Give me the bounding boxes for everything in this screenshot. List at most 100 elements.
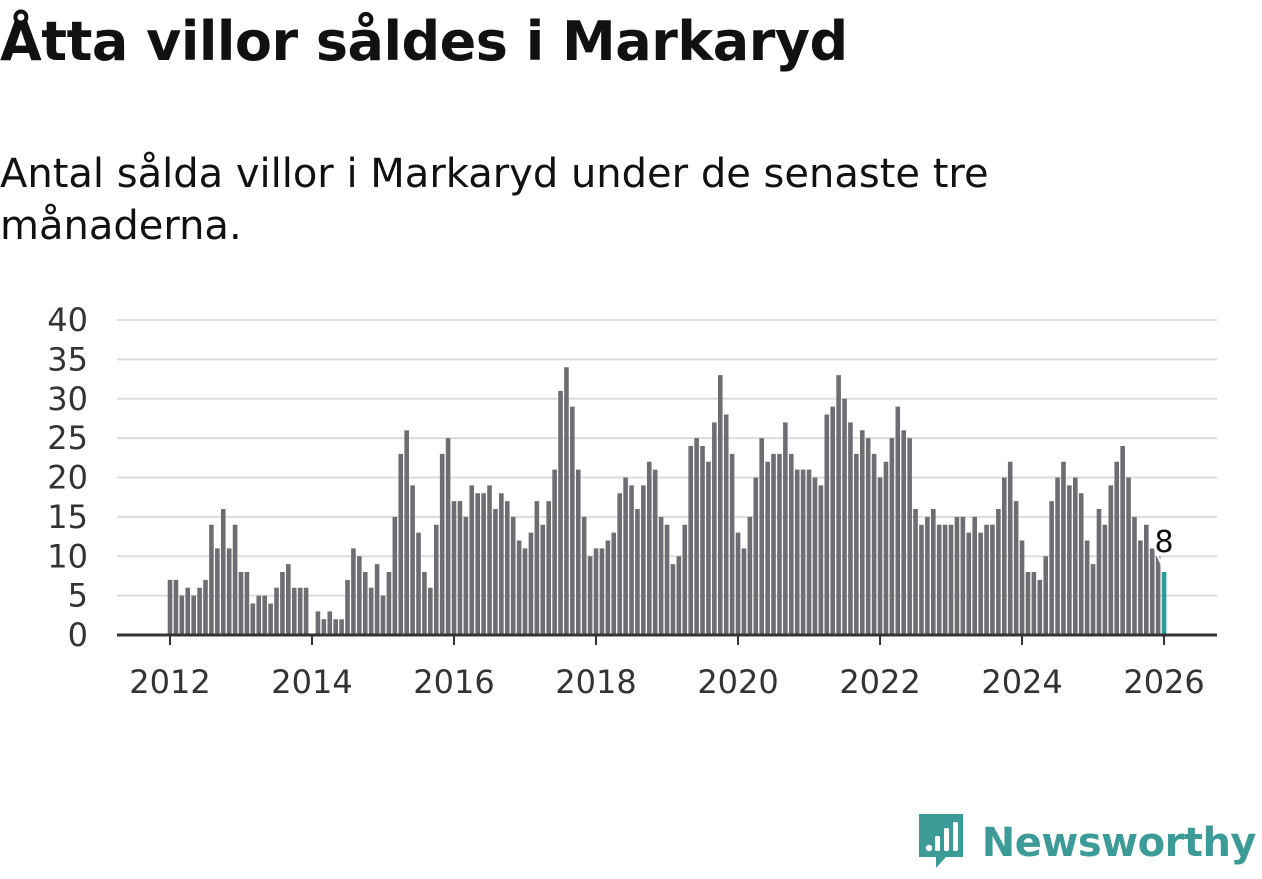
bar [1120,446,1125,635]
bar [865,438,871,636]
bar [575,469,581,636]
bar [907,438,912,636]
bar [1007,461,1013,635]
bar [1073,477,1078,635]
brand-name: Newsworthy [981,820,1257,866]
bar [191,595,196,636]
bar [291,587,297,635]
bar [362,572,368,635]
bars [167,367,1167,636]
bar [617,493,622,635]
bar [1138,540,1143,635]
bar [540,524,546,635]
bar [1090,564,1096,636]
x-tick-label: 2022 [839,663,920,701]
bar [972,516,978,636]
bar [481,493,486,635]
bar [220,509,226,635]
bar [256,595,262,636]
bar [410,485,415,636]
bar [368,587,374,635]
bar [658,516,664,636]
bar [552,469,557,636]
bar [788,453,794,636]
y-tick-label: 40 [47,301,88,339]
bar [712,422,717,636]
bar [1067,485,1072,636]
bar [1037,579,1043,636]
bar [1132,516,1137,636]
bar [463,516,469,636]
bar [457,501,463,636]
bar [475,493,480,635]
last-value-label: 8 [1155,525,1174,560]
bar [546,501,551,636]
y-tick-label: 30 [47,380,88,418]
bar [303,587,309,635]
bar [499,493,504,635]
bar [889,438,895,636]
bar [836,375,841,636]
bar [919,524,924,635]
bar [966,532,972,636]
bar [493,509,498,635]
bar [392,516,398,636]
bar [558,390,563,636]
bar [978,532,983,636]
bar [729,453,735,636]
bar [741,548,747,636]
bar [1161,572,1167,635]
bar [599,548,605,636]
bar [268,603,273,635]
bar [1102,524,1108,635]
bar [605,540,611,635]
bar [238,572,244,635]
bar [783,422,788,636]
bar [315,611,321,636]
bar [1055,477,1060,635]
bar [735,532,741,636]
bar [1126,477,1131,635]
bar [321,619,327,635]
bar [629,485,634,636]
bar [936,524,942,635]
bar [824,414,830,635]
bar [771,453,776,636]
bar [759,438,764,636]
bar [717,375,723,636]
bar [1061,461,1066,635]
y-tick-label: 15 [47,498,88,536]
bar [954,516,960,636]
bar [960,516,966,636]
annotation-connector [1155,551,1163,567]
x-tick-label: 2026 [1123,663,1204,701]
x-axis [117,633,1217,645]
bar [694,438,699,636]
x-tick-label: 2016 [413,663,494,701]
last-value-annotation: 8 [1152,522,1177,567]
bar [262,595,267,636]
bar [380,595,386,636]
bar [197,587,202,635]
x-tick-label: 2018 [555,663,636,701]
bar [871,453,877,636]
bar [1019,540,1025,635]
bar [357,556,362,635]
bar [1108,485,1114,636]
bar [286,564,291,636]
bar [451,501,457,636]
bar [1049,501,1054,636]
bar [1144,524,1149,635]
bar [534,501,540,636]
bar [374,564,380,636]
bar [996,509,1001,635]
bar [487,485,492,636]
bar [1031,572,1037,635]
y-tick-label: 0 [68,616,88,654]
bar [877,477,883,635]
gridlines [117,319,1217,597]
bar [942,524,948,635]
bar [416,532,421,636]
bar [854,453,859,636]
